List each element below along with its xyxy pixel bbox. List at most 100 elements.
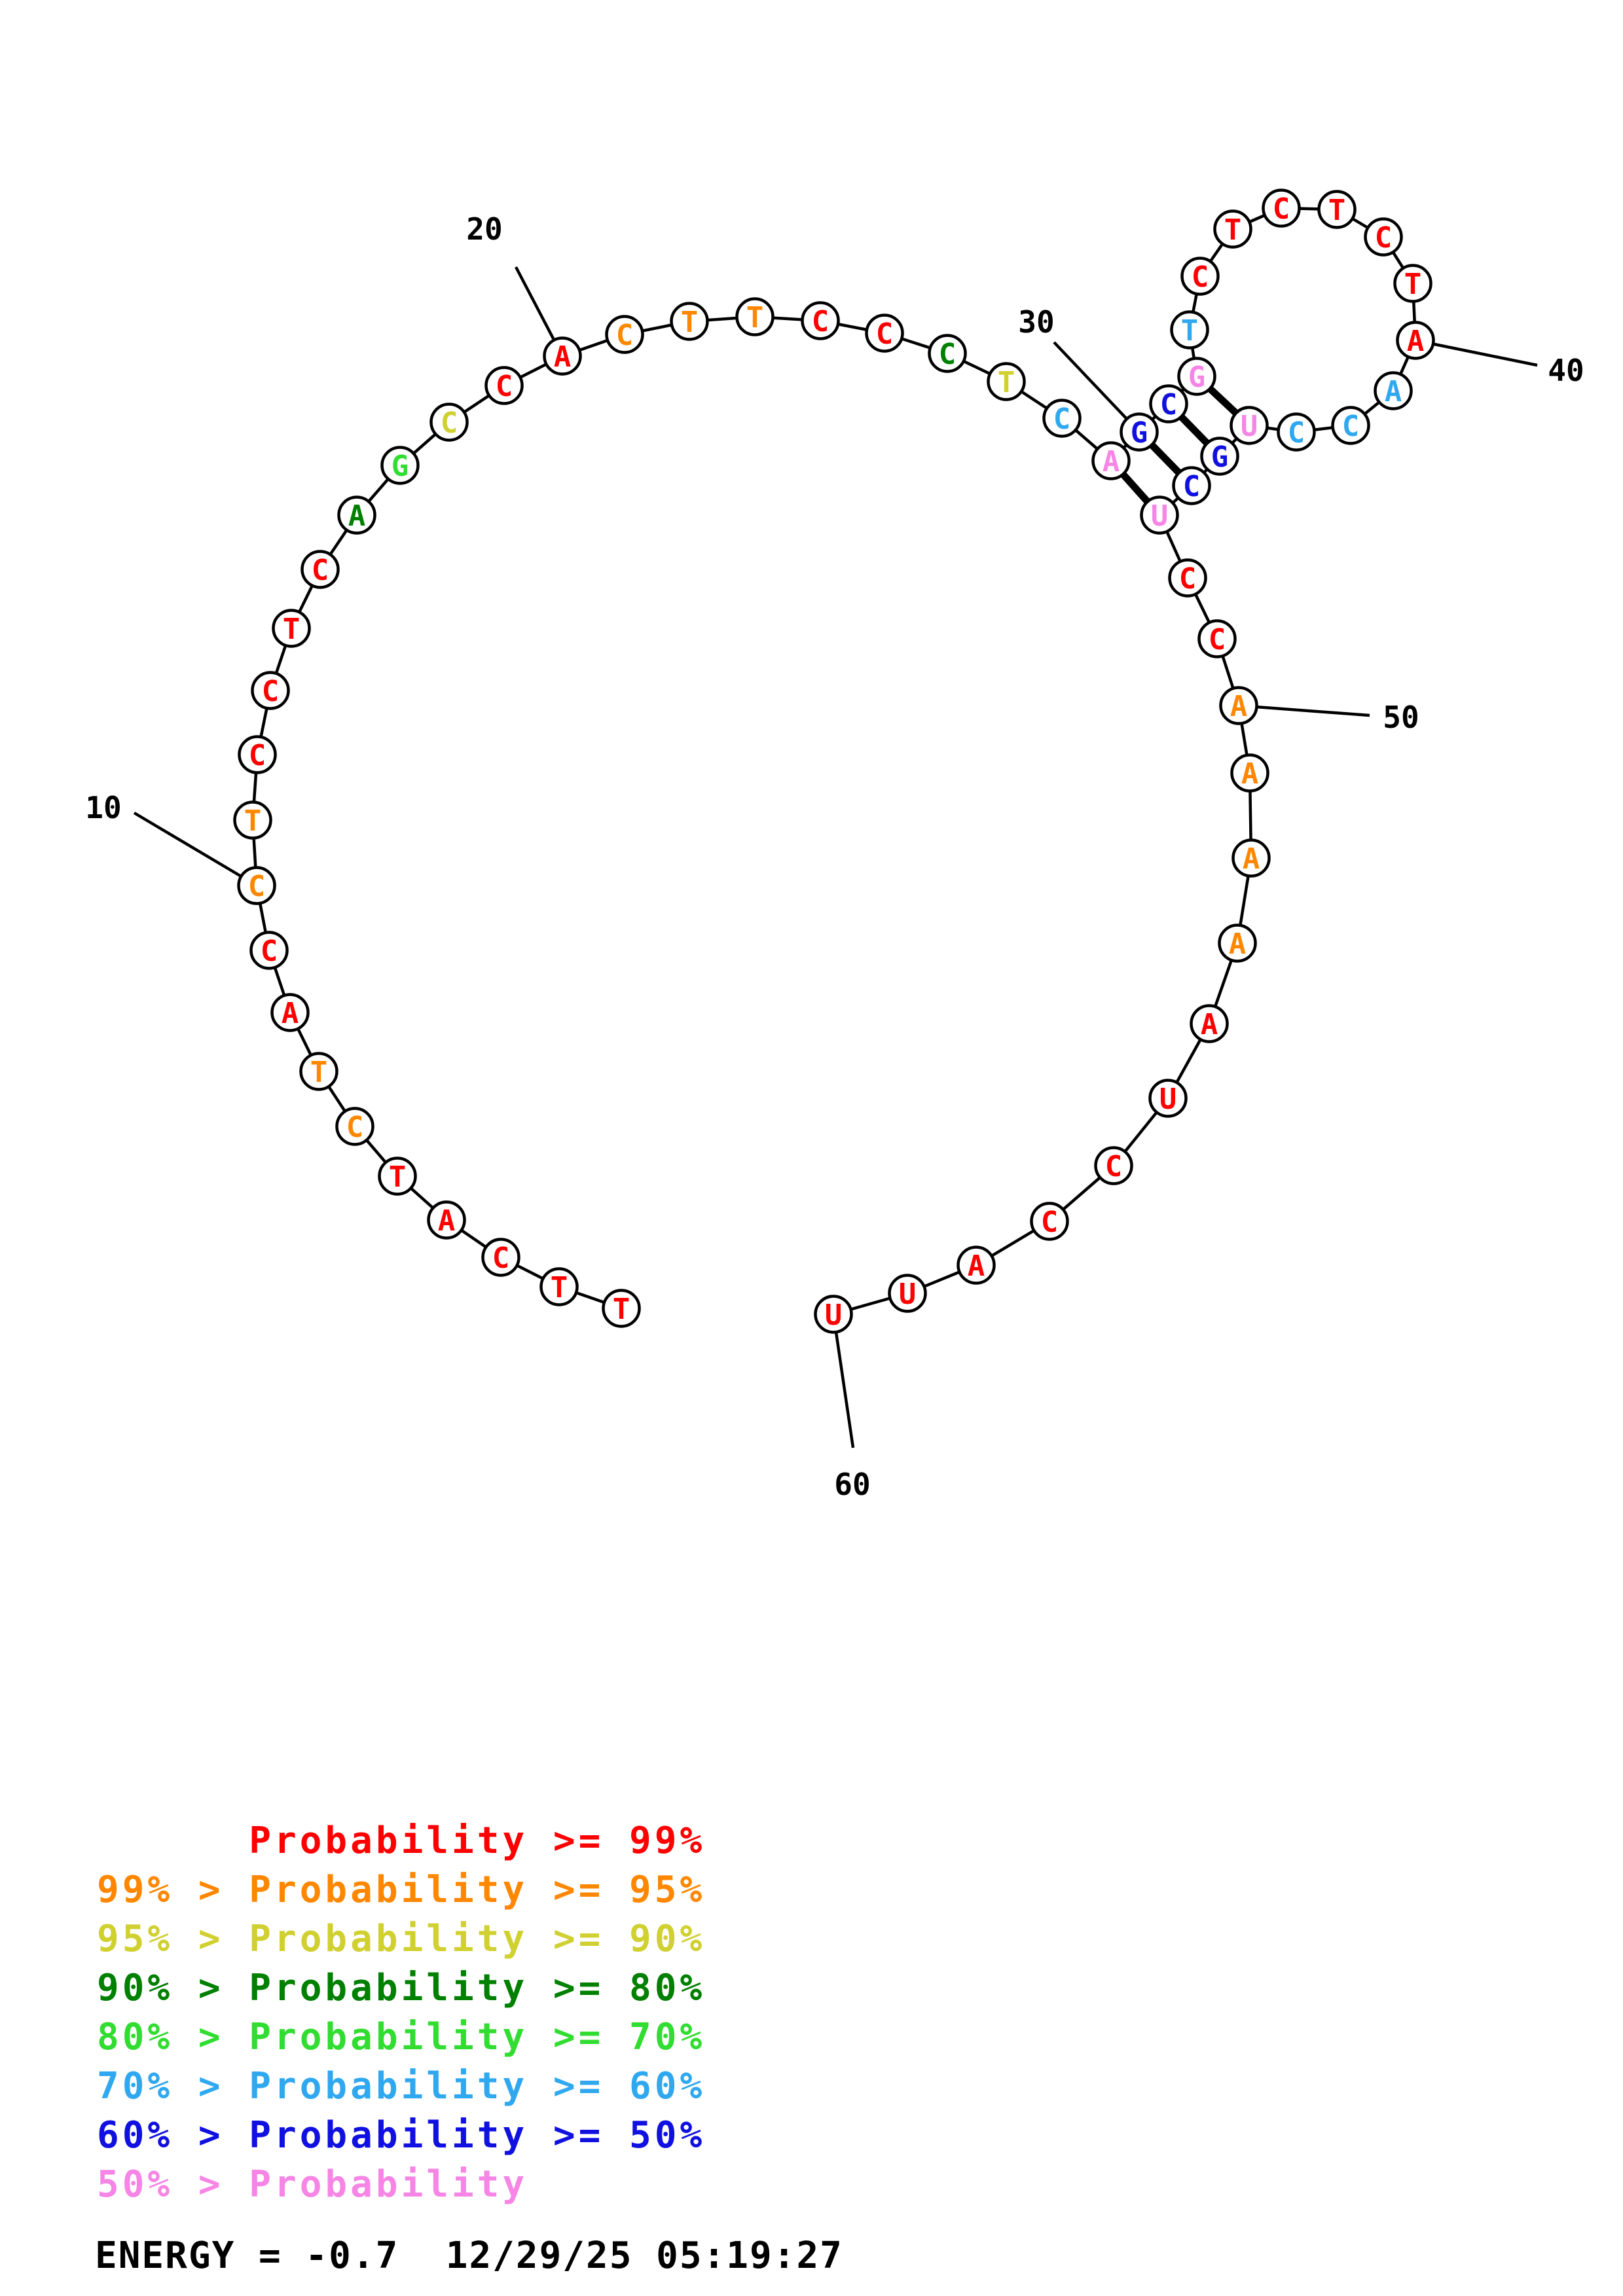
nucleotide-circle [233,800,272,840]
nucleotide-circle [1396,321,1435,360]
nucleotide-base: T [1328,194,1346,227]
nucleotide-circle [1148,1079,1188,1118]
nucleotide-base: A [1201,1008,1218,1041]
nucleotide-circle [735,297,775,336]
position-label: 20 [466,211,502,247]
legend-row: 60% > Probability >= 50% [97,2114,706,2157]
nucleotide-circle [1140,495,1179,535]
nucleotide-circle [1317,190,1357,229]
position-label: 60 [834,1467,870,1502]
legend-row: 70% > Probability >= 60% [97,2065,706,2108]
nucleotide-circle [1393,264,1432,303]
nucleotide-circle [249,931,289,970]
nucleotide-circle [481,1238,520,1277]
nucleotide-circle [1219,686,1258,725]
nucleotide-base: C [496,370,513,403]
nucleotide-base: A [968,1249,985,1283]
nucleotide-base: T [613,1293,630,1326]
label-leader-line [831,1314,855,1448]
nucleotide-circle [539,1267,579,1306]
nucleotide-base: C [346,1111,364,1144]
legend-row: 99% > Probability >= 95% [97,1869,706,1911]
nucleotide-base: C [1288,416,1305,450]
nucleotide-circle [1230,406,1269,445]
nucleotide-circle [1213,209,1252,249]
nucleotide-circle [801,301,840,340]
nucleotide-base: C [1053,403,1071,436]
legend-row: 50% > Probability [97,2163,528,2206]
nucleotide-base: C [812,305,830,338]
nucleotide-base: U [899,1278,917,1311]
nucleotide-base: G [1131,416,1148,450]
nucleotide-circle [987,362,1026,401]
nucleotide-base: T [998,366,1015,399]
nucleotide-base: C [262,675,280,708]
nucleotide-circle [1042,399,1082,438]
nucleotide-circle [251,671,290,710]
nucleotide-base: T [1224,213,1242,247]
probability-legend: Probability >= 99% 99% > Probability >= 9… [97,1816,705,2209]
nucleotide-circle [1091,441,1131,480]
nucleotide-circle [1230,753,1269,793]
nucleotide-circle [1172,466,1211,505]
nucleotide-base: C [248,870,266,903]
nucleotide-base: A [1407,325,1425,358]
nucleotide-circle [1177,357,1216,396]
nucleotide-base: C [939,338,957,371]
nucleotide-base: A [1229,927,1247,961]
nucleotide-circle [814,1295,853,1334]
nucleotide-circle [888,1274,927,1313]
nucleotide-circle [1197,619,1237,658]
legend-row: 90% > Probability >= 80% [97,1967,706,2009]
nucleotide-base: A [438,1204,456,1238]
nucleotide-circle [928,334,967,373]
nucleotide-base: A [1230,690,1248,723]
label-leader-line [1238,704,1370,717]
nucleotide-circle [1374,371,1413,410]
nucleotide-base: A [282,997,299,1030]
nucleotide-circle [272,609,311,648]
nucleotide-base: A [1385,375,1402,408]
nucleotide-base: C [1209,623,1226,656]
nucleotide-circle [865,314,904,353]
nucleotide-base: G [392,450,409,483]
nucleotide-circle [378,1157,417,1196]
nucleotide-base: A [1241,757,1259,791]
nucleotide-base: C [616,319,634,352]
nucleotide-base: C [1041,1206,1059,1239]
nucleotide-circle [957,1246,996,1285]
legend-row: 80% > Probability >= 70% [97,2016,706,2058]
nucleotide-base: U [1241,410,1258,443]
nucleotide-base: U [1159,1083,1177,1116]
nucleotide-base: T [283,613,301,646]
nucleotide-circle [427,1200,466,1240]
nucleotide-circle [337,495,376,535]
nucleotide-circle [1180,257,1220,296]
nucleotide-base: C [1273,192,1290,226]
nucleotide-base: C [312,554,329,587]
nucleotide-circle [335,1107,374,1146]
nucleotide-circle [1168,558,1207,598]
nucleotide-base: U [1151,499,1169,533]
nucleotide-base: C [1105,1150,1123,1183]
nucleotide-base: C [1183,470,1201,503]
energy-line: ENERGY = -0.7 12/29/25 05:19:27 [95,2234,843,2277]
nucleotide-base: U [825,1299,843,1332]
position-label: 50 [1383,700,1419,735]
nucleotide-circle [1262,188,1301,228]
legend-row: Probability >= 99% [97,1820,706,1862]
position-label: 40 [1548,353,1584,388]
nucleotide-circle [1218,924,1257,963]
nucleotide-base: C [876,317,894,351]
nucleotide-circle [1149,384,1188,423]
nucleotide-base: T [1404,268,1422,301]
nucleotide-circle [1094,1146,1133,1185]
nucleotide-circle [1200,437,1239,476]
nucleotide-circle [380,446,420,485]
nucleotide-circle [1331,406,1370,445]
nucleotide-base: T [551,1271,568,1304]
nucleotide-base: C [1375,221,1393,255]
position-label: 30 [1018,304,1054,340]
